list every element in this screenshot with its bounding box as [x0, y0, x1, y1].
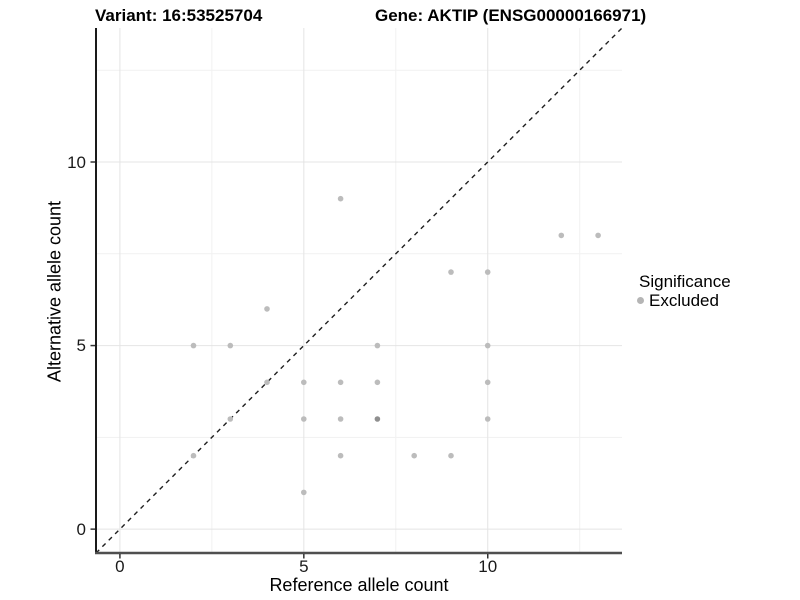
data-point	[484, 416, 491, 422]
data-point	[264, 306, 270, 312]
data-point	[190, 452, 197, 459]
data-point	[558, 232, 565, 239]
x-axis-title: Reference allele count	[269, 575, 449, 595]
y-tick-label: 5	[76, 336, 86, 356]
data-point	[411, 452, 418, 459]
data-point	[227, 416, 234, 422]
legend-item-label: Excluded	[649, 291, 719, 310]
data-point	[337, 416, 344, 422]
legend-title: Significance	[639, 272, 731, 291]
data-point	[190, 342, 197, 349]
data-point	[301, 489, 307, 496]
data-point	[337, 195, 344, 202]
data-point	[374, 342, 381, 349]
data-point	[301, 379, 307, 386]
gene-title: Gene: AKTIP (ENSG00000166971)	[375, 6, 647, 25]
legend-item-excluded: Excluded	[637, 291, 731, 310]
data-point	[264, 379, 270, 386]
data-point	[301, 416, 307, 422]
data-point	[227, 342, 234, 349]
y-tick-label: 10	[67, 152, 86, 172]
identity-line	[95, 27, 623, 554]
data-point	[448, 452, 454, 459]
y-axis-title: Alternative allele count	[44, 200, 65, 383]
data-point	[374, 379, 381, 386]
plot-panel	[90, 27, 623, 559]
data-point	[484, 269, 491, 275]
variant-title: Variant: 16:53525704	[95, 6, 263, 25]
x-tick-label: 10	[478, 557, 498, 576]
data-point	[595, 232, 601, 239]
legend-point-icon	[637, 297, 644, 304]
data-point	[484, 379, 491, 386]
data-point	[484, 342, 491, 349]
y-tick-label: 0	[76, 519, 86, 539]
data-point	[374, 416, 381, 422]
data-point	[448, 269, 454, 275]
data-point	[337, 379, 344, 386]
x-tick-label: 0	[115, 557, 125, 576]
x-tick-label: 5	[299, 557, 309, 576]
legend: Significance Excluded	[637, 272, 731, 310]
data-point	[337, 452, 344, 459]
